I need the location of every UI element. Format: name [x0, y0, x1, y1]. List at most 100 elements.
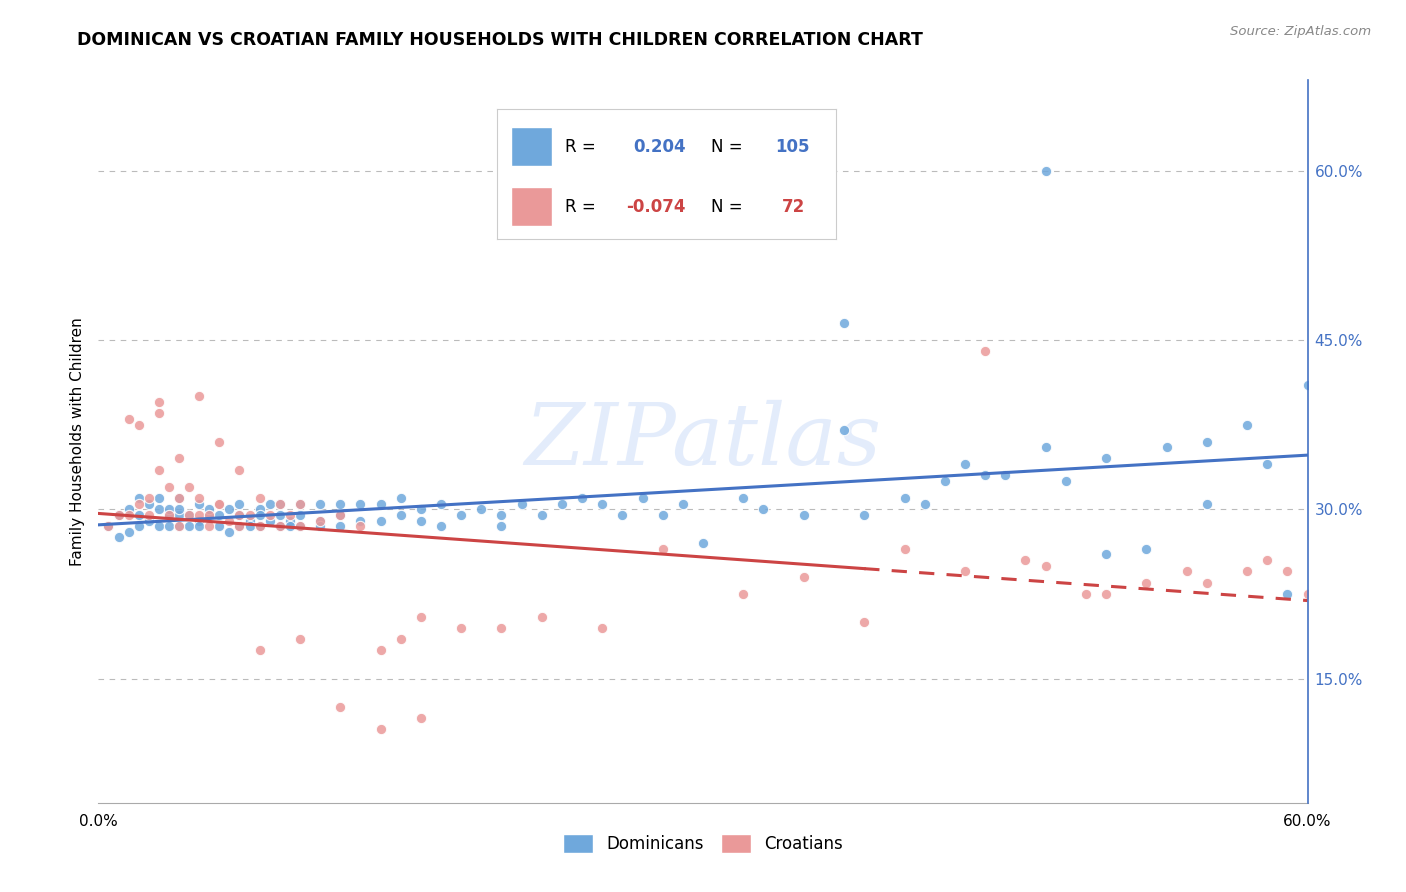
Point	[167, 519, 190, 533]
Point	[278, 519, 301, 533]
Point	[228, 508, 250, 522]
Point	[893, 491, 915, 505]
Point	[430, 497, 453, 511]
Point	[148, 463, 170, 477]
Point	[450, 508, 472, 522]
Point	[914, 497, 936, 511]
Point	[288, 497, 311, 511]
Point	[208, 519, 231, 533]
Point	[329, 519, 352, 533]
Point	[228, 519, 250, 533]
Point	[370, 643, 392, 657]
Point	[179, 508, 201, 522]
Point	[269, 519, 291, 533]
Point	[167, 502, 190, 516]
Point	[1035, 440, 1057, 454]
Point	[118, 502, 141, 516]
Point	[118, 412, 141, 426]
Point	[249, 519, 271, 533]
Point	[208, 434, 231, 449]
Point	[288, 508, 311, 522]
Point	[198, 508, 221, 522]
Point	[832, 423, 855, 437]
Point	[228, 519, 250, 533]
Point	[148, 502, 170, 516]
Point	[530, 508, 553, 522]
Point	[167, 491, 190, 505]
Point	[259, 514, 281, 528]
Point	[118, 508, 141, 522]
Point	[128, 519, 150, 533]
Point	[269, 508, 291, 522]
Point	[793, 508, 815, 522]
Point	[179, 519, 201, 533]
Point	[329, 508, 352, 522]
Text: Source: ZipAtlas.com: Source: ZipAtlas.com	[1230, 25, 1371, 38]
Point	[239, 519, 262, 533]
Point	[370, 723, 392, 737]
Point	[218, 514, 240, 528]
Point	[239, 514, 262, 528]
Point	[128, 491, 150, 505]
Point	[118, 524, 141, 539]
Point	[97, 519, 120, 533]
Point	[198, 502, 221, 516]
Point	[551, 497, 574, 511]
Point	[167, 508, 190, 522]
Point	[409, 711, 432, 725]
Point	[409, 514, 432, 528]
Point	[733, 587, 755, 601]
Point	[974, 468, 997, 483]
Point	[1095, 548, 1118, 562]
Point	[148, 406, 170, 420]
Text: ZIPatlas: ZIPatlas	[524, 401, 882, 483]
Point	[208, 508, 231, 522]
Point	[1296, 378, 1319, 392]
Point	[138, 497, 160, 511]
Point	[389, 491, 412, 505]
Point	[491, 621, 513, 635]
Point	[631, 491, 654, 505]
Point	[208, 497, 231, 511]
Point	[228, 497, 250, 511]
Point	[309, 519, 332, 533]
Legend: Dominicans, Croatians: Dominicans, Croatians	[557, 827, 849, 860]
Point	[591, 621, 613, 635]
Point	[1195, 575, 1218, 590]
Point	[107, 531, 129, 545]
Point	[107, 508, 129, 522]
Point	[138, 508, 160, 522]
Point	[288, 519, 311, 533]
Point	[157, 519, 180, 533]
Point	[329, 497, 352, 511]
Point	[853, 615, 876, 630]
Point	[491, 519, 513, 533]
Point	[1175, 565, 1198, 579]
Point	[430, 519, 453, 533]
Point	[157, 508, 180, 522]
Point	[349, 514, 371, 528]
Point	[309, 514, 332, 528]
Point	[853, 508, 876, 522]
Point	[591, 497, 613, 511]
Point	[188, 389, 211, 403]
Point	[179, 508, 201, 522]
Point	[530, 609, 553, 624]
Point	[349, 497, 371, 511]
Point	[450, 621, 472, 635]
Point	[157, 508, 180, 522]
Point	[1236, 417, 1258, 432]
Point	[1256, 553, 1278, 567]
Point	[259, 508, 281, 522]
Point	[409, 502, 432, 516]
Point	[994, 468, 1017, 483]
Point	[832, 316, 855, 330]
Point	[148, 519, 170, 533]
Point	[249, 643, 271, 657]
Point	[370, 497, 392, 511]
Point	[278, 508, 301, 522]
Point	[198, 519, 221, 533]
Point	[1035, 163, 1057, 178]
Point	[1074, 587, 1097, 601]
Point	[218, 524, 240, 539]
